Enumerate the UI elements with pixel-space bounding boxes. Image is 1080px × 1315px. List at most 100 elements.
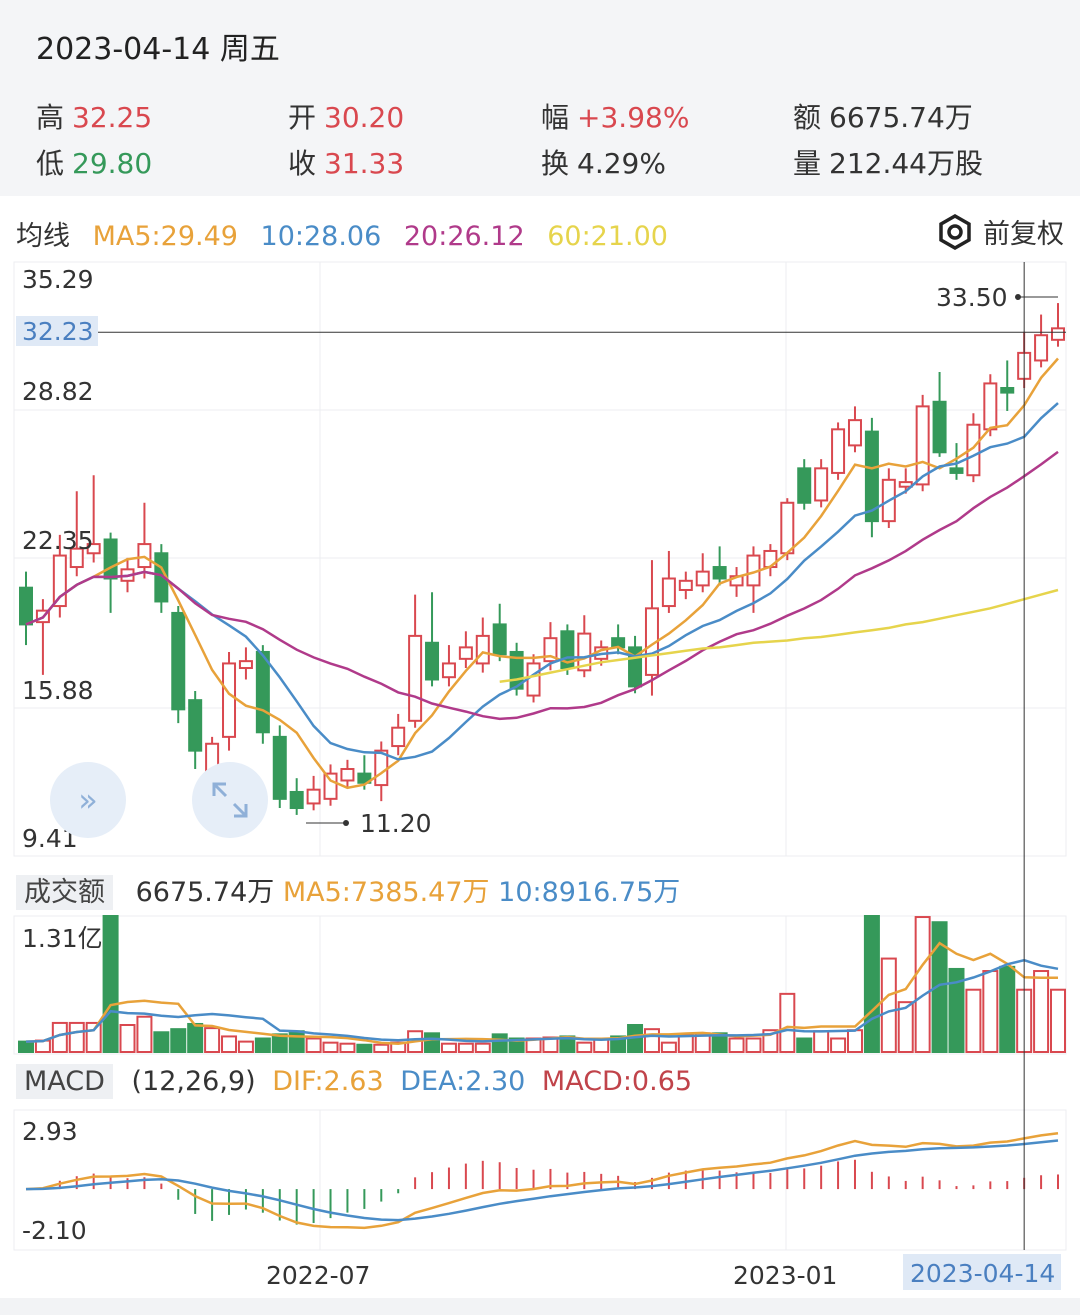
volume-bar [457,1042,474,1054]
crosshair-price-box [16,316,98,346]
volume-bar [221,1035,238,1054]
candle-up [983,382,998,431]
candle-up [222,662,237,738]
volume-bar [170,1028,187,1053]
volume-bar [85,1021,102,1053]
macd-title[interactable]: MACD [16,1064,113,1099]
candle-up [966,423,981,477]
volume-bar [68,1021,85,1053]
panel-frame [13,261,1067,857]
double-chevron-right-icon: » [78,781,98,819]
fullscreen-button[interactable] [192,762,268,838]
volume-bar [440,1042,457,1054]
candle-down [357,772,372,784]
candle-up [391,726,406,748]
label: 高 [36,101,65,134]
ma5-line [25,357,1059,790]
volume-bar [187,1022,204,1054]
candle-up [408,634,423,722]
candle-down [289,790,304,810]
volume-bar [288,1030,305,1054]
volume-ma10-line [25,958,1059,1043]
volume-bar [305,1037,322,1053]
volume-legend: 成交额 6675.74万 MA5:7385.47万 10:8916.75万 [16,870,681,910]
price-tick: 28.82 [22,377,94,406]
stat-close: 收 31.33 [288,142,404,182]
candle-up [831,428,846,474]
panel-frame [13,915,1067,1055]
panel-frame [13,1109,1067,1251]
dea-line [25,1139,1059,1222]
volume-bar [136,1015,153,1053]
candle-up [678,579,693,591]
ma20-value: 20:26.12 [403,221,525,252]
price-tick: 35.29 [22,265,94,294]
volume-bar [931,921,948,1053]
adjust-toggle[interactable]: 前复权 [937,212,1064,251]
ma20-line [25,450,1059,721]
label: 收 [288,147,317,180]
label: 低 [36,147,65,180]
volume-bar [18,1040,34,1053]
volume-bar [897,1001,914,1054]
candle-down [492,623,507,656]
candle-down [19,586,33,626]
volume-bar [102,915,119,1053]
volume-bar [119,1024,136,1054]
volume-bar [914,916,931,1053]
candle-up [306,788,321,805]
max-marker-dot [1015,294,1021,300]
volume-bar [830,1037,847,1053]
volume-bar [1050,988,1066,1053]
expand-arrows-icon [212,782,248,818]
value: +3.98% [577,101,690,134]
stat-amount: 额 6675.74万 [793,96,973,136]
macd-params: (12,26,9) [131,1066,256,1097]
volume-bar [948,967,965,1054]
ma-legend: 均线 MA5:29.49 10:28.06 20:26.12 60:21.00 [16,214,682,253]
candle-up [340,768,355,782]
value: 29.80 [72,147,153,180]
volume-bar [424,1032,441,1054]
volume-bar [813,1030,830,1054]
min-marker-dot [343,820,349,826]
volume-bar [204,1027,221,1054]
macd-dea: DEA:2.30 [400,1066,526,1097]
volume-ma10: 10:8916.75万 [498,877,681,908]
volume-bar [745,1037,762,1053]
candle-down [103,538,118,580]
candle-up [695,570,710,587]
candle-down [425,641,440,681]
expand-sidebar-button[interactable]: » [50,762,126,838]
candle-down [864,430,879,523]
ma10-value: 10:28.06 [260,221,382,252]
crosshair-price: 32.23 [22,317,94,346]
volume-bar [474,1042,491,1054]
macd-dif: DIF:2.63 [272,1066,384,1097]
volume-bar [846,1029,863,1054]
volume-bar [237,1040,254,1053]
volume-bar [271,1033,288,1054]
macd-tick: -2.10 [22,1216,87,1245]
stat-turnover: 换 4.29% [541,142,666,182]
volume-bar [711,1032,728,1054]
volume-bar [356,1043,373,1053]
ma60-value: 60:21.00 [547,221,668,252]
value: 30.20 [324,101,405,134]
candle-up [458,646,473,660]
volume-title[interactable]: 成交额 [16,875,113,910]
volume-ma5: MA5:7385.47万 [282,877,490,908]
selected-date-box [903,1254,1061,1290]
ma5-value: MA5:29.49 [92,221,238,252]
date-tick: 2022-07 [266,1261,370,1290]
candle-up [847,419,862,447]
footer-bar [0,1298,1080,1315]
volume-bar [728,1037,745,1053]
min-price-label: 11.20 [360,809,432,838]
volume-bar [965,988,982,1053]
label: 量 [793,147,822,180]
volume-bar [643,1028,660,1053]
price-tick: 15.88 [22,676,94,705]
candle-up [661,577,676,608]
